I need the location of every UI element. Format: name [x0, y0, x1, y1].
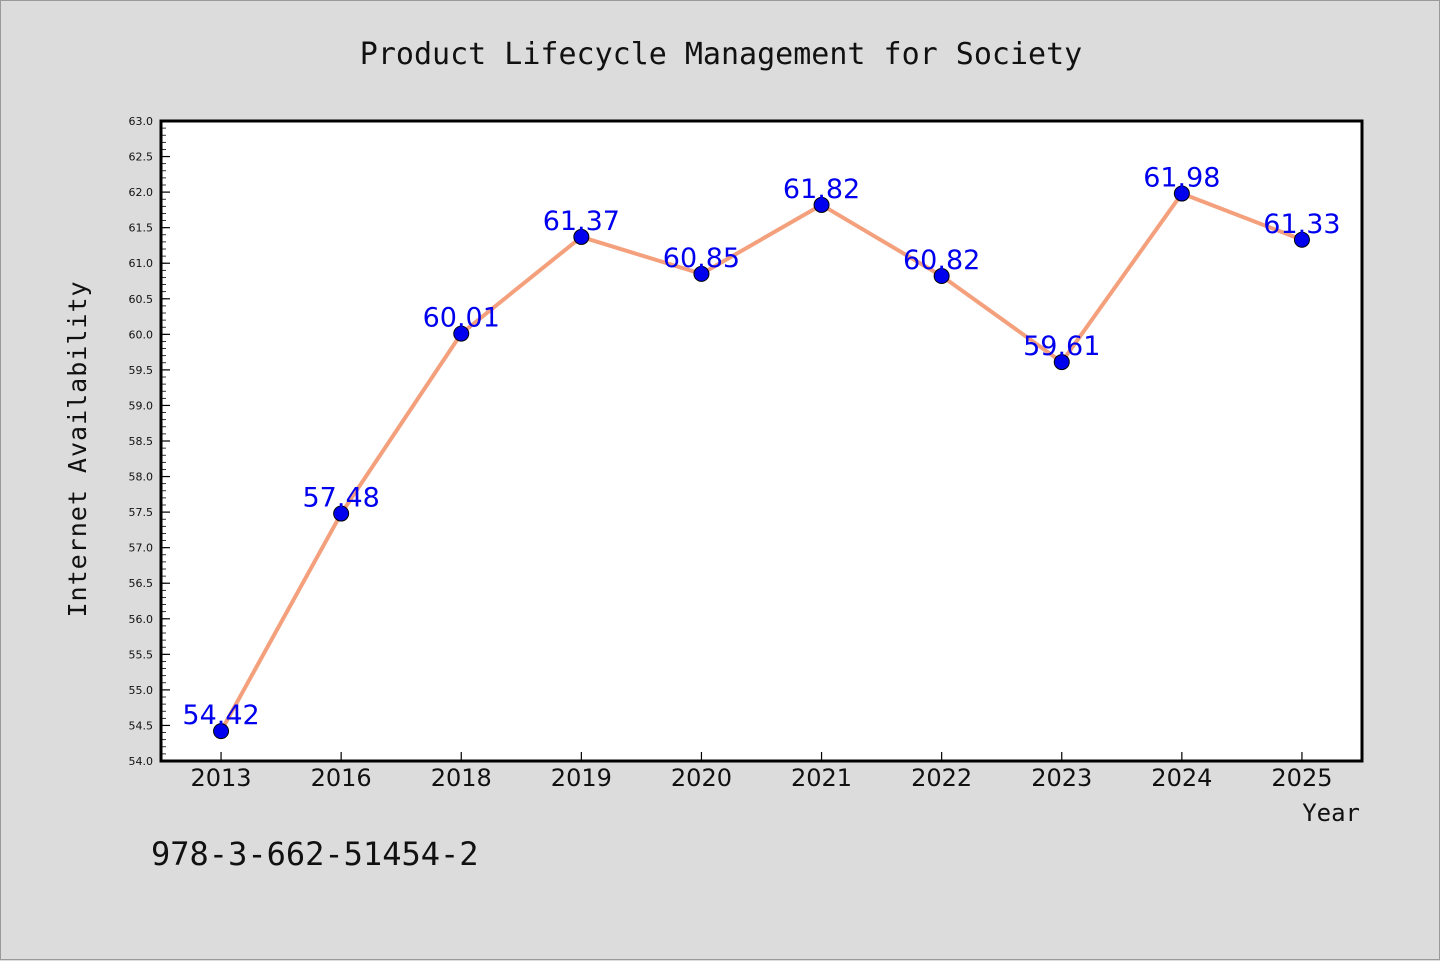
data-label: 59.61: [1023, 331, 1100, 362]
y-tick-label: 56.0: [129, 613, 154, 626]
data-point: [693, 265, 710, 282]
data-label: 57.48: [303, 483, 380, 514]
y-tick-label: 57.5: [129, 506, 154, 519]
data-point: [813, 196, 830, 213]
x-tick-label: 2022: [911, 764, 972, 792]
y-tick-label: 59.5: [129, 364, 154, 377]
data-label: 61.33: [1263, 209, 1340, 240]
data-point: [453, 325, 470, 342]
y-tick-label: 60.5: [129, 293, 154, 306]
y-tick-label: 55.0: [129, 684, 154, 697]
series-markers: [213, 185, 1310, 740]
y-tick-label: 57.0: [129, 542, 154, 555]
x-tick-label: 2013: [191, 764, 252, 792]
y-tick-label: 55.5: [129, 648, 154, 661]
x-tick-label: 2025: [1271, 764, 1332, 792]
data-point: [573, 228, 590, 245]
plot-frame: [159, 119, 1364, 763]
y-tick-label: 62.5: [129, 151, 154, 164]
data-point: [333, 505, 350, 522]
data-labels: 54.42 57.48 60.01 61.37 60.85 61.82 60.82 59.61…: [182, 163, 1340, 732]
x-tick-label: 2018: [431, 764, 492, 792]
x-axis-label: Year: [1302, 799, 1360, 827]
data-label: 60.82: [903, 245, 980, 276]
data-label: 54.42: [182, 700, 259, 731]
y-tick-label: 61.0: [129, 257, 154, 270]
x-tick-label: 2024: [1151, 764, 1212, 792]
y-tick-label: 54.0: [129, 755, 154, 768]
y-tick-label: 59.0: [129, 399, 154, 412]
data-label: 61.98: [1143, 163, 1220, 194]
y-tick-label: 58.0: [129, 471, 154, 484]
plot-area: [161, 121, 1362, 761]
x-tick-label: 2016: [311, 764, 372, 792]
x-tick-label: 2020: [671, 764, 732, 792]
data-label: 60.01: [423, 303, 500, 334]
y-tick-label: 56.5: [129, 577, 154, 590]
series-line: [219, 191, 1303, 733]
data-point: [1173, 185, 1190, 202]
y-tick-label: 58.5: [129, 435, 154, 448]
x-tick-label: 2023: [1031, 764, 1092, 792]
y-tick-label: 62.0: [129, 186, 154, 199]
y-tick-label: 60.0: [129, 328, 154, 341]
y-tick-label: 54.5: [129, 719, 154, 732]
x-tick-label: 2019: [551, 764, 612, 792]
y-tick-label: 63.0: [129, 115, 154, 128]
data-point: [1053, 354, 1070, 371]
chart-title: Product Lifecycle Management for Society: [360, 37, 1082, 72]
y-axis-label: Internet Availability: [63, 280, 92, 617]
data-point: [933, 268, 950, 285]
data-point: [213, 723, 230, 740]
data-label: 61.82: [783, 174, 860, 205]
isbn-text: 978-3-662-51454-2: [151, 835, 479, 873]
data-point: [1293, 231, 1310, 248]
data-label: 61.37: [543, 206, 620, 237]
y-tick-label: 61.5: [129, 222, 154, 235]
data-label: 60.85: [663, 243, 740, 274]
x-tick-label: 2021: [791, 764, 852, 792]
